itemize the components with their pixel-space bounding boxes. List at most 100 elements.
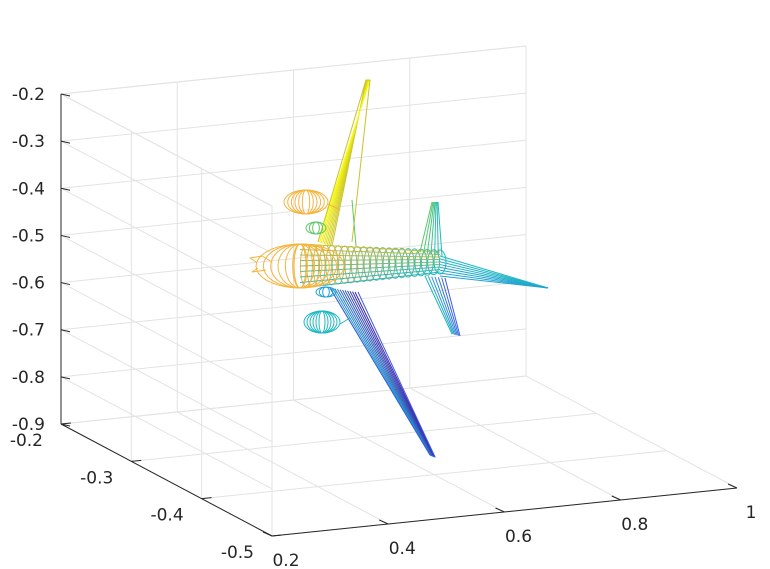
upper-stabilizer-wire bbox=[419, 201, 433, 253]
z-tick-mark bbox=[60, 140, 71, 144]
fuselage-nose bbox=[292, 243, 308, 289]
y-tick-mark bbox=[60, 422, 72, 425]
lower-wing-wire bbox=[349, 290, 435, 457]
grid-lines bbox=[60, 45, 738, 537]
engine-lower-pylon bbox=[339, 317, 351, 325]
engine-upper-pylon bbox=[327, 203, 341, 211]
z-tick-label: -0.5 bbox=[12, 226, 45, 246]
x-tick-label: 0.6 bbox=[505, 527, 532, 547]
y-tick-mark bbox=[271, 534, 283, 537]
axes bbox=[60, 93, 738, 537]
box-edge-top-left bbox=[60, 93, 273, 207]
upper-stabilizer-wire bbox=[436, 201, 439, 256]
nose-probe bbox=[251, 267, 267, 273]
x-tick-label: 1 bbox=[746, 503, 757, 523]
engine-upper bbox=[294, 189, 318, 215]
upper-stabilizer-wire bbox=[434, 201, 437, 255]
fuselage-stringer bbox=[299, 271, 441, 289]
grid-line-x-floor bbox=[409, 387, 621, 501]
z-tick-mark bbox=[60, 234, 71, 238]
z-tick-mark bbox=[60, 376, 71, 380]
x-tick-mark bbox=[611, 495, 621, 501]
z-tick-label: -0.8 bbox=[12, 368, 45, 388]
z-tick-mark bbox=[60, 423, 71, 427]
fuselage-stringer bbox=[299, 243, 441, 253]
y-tick-label: -0.3 bbox=[80, 468, 113, 488]
fuselage-stringer bbox=[299, 269, 441, 283]
engine-inner-lower bbox=[315, 286, 337, 298]
lower-stabilizer-wire bbox=[427, 276, 454, 335]
lower-stabilizer-wire bbox=[441, 277, 460, 336]
x-tick-mark bbox=[727, 483, 738, 489]
grid-line-z-left bbox=[60, 187, 273, 301]
engine-lower bbox=[309, 310, 335, 334]
lower-wing-outline bbox=[329, 287, 436, 458]
lower-wing-wire bbox=[347, 290, 434, 457]
x-tick-label: 0.2 bbox=[272, 551, 299, 569]
upper-stabilizer-wire bbox=[430, 201, 436, 255]
engine-inner-upper bbox=[312, 221, 320, 235]
y-tick-label: -0.5 bbox=[221, 543, 254, 563]
fuselage-nose bbox=[270, 243, 330, 289]
lower-stabilizer-wire bbox=[444, 277, 461, 337]
grid-line-z-left bbox=[60, 329, 273, 443]
upper-stabilizer-wire bbox=[437, 201, 443, 257]
engine-upper bbox=[301, 189, 311, 215]
z-tick-label: -0.9 bbox=[12, 415, 45, 435]
z-tick-mark bbox=[60, 329, 71, 333]
x-tick-mark bbox=[262, 531, 273, 537]
grid-line-z-left bbox=[60, 234, 273, 348]
z-tick-mark bbox=[60, 93, 71, 97]
fuselage-stringer bbox=[299, 266, 441, 278]
engine-lower bbox=[303, 310, 341, 334]
upper-stabilizer-wire bbox=[423, 201, 434, 253]
x-tick-mark bbox=[495, 507, 505, 513]
lower-wing-wire bbox=[332, 288, 431, 456]
lower-wing-wire bbox=[334, 288, 432, 456]
airplane-mesh bbox=[249, 79, 549, 458]
y-tick-mark bbox=[201, 497, 212, 500]
engine-lower bbox=[318, 310, 326, 334]
z-tick-label: -0.2 bbox=[12, 85, 45, 105]
fuselage-nose bbox=[262, 243, 338, 289]
grid-line-x-floor bbox=[525, 375, 738, 489]
engine-lower bbox=[306, 310, 338, 334]
grid-line-z-left bbox=[60, 140, 273, 254]
tick-labels: 0.2 0.4 0.6 0.8 1 -0.2 -0.3 -0.4 -0.5 -0.2 -0.3 -0.… bbox=[10, 85, 757, 569]
x-tick-label: 0.4 bbox=[389, 539, 416, 559]
lower-wing-wire bbox=[342, 289, 433, 457]
engine-upper bbox=[298, 189, 314, 215]
z-tick-label: -0.3 bbox=[12, 132, 45, 152]
z-tick-mark bbox=[60, 187, 71, 191]
lower-stabilizer-wire bbox=[437, 277, 458, 336]
engine-upper bbox=[290, 189, 322, 215]
fuselage-nose bbox=[255, 243, 345, 289]
grid-line-z-left bbox=[60, 376, 273, 490]
box-edge-top-back bbox=[60, 45, 527, 95]
z-tick-label: -0.6 bbox=[12, 274, 45, 294]
engine-lower bbox=[312, 310, 332, 334]
upper-wing-wire bbox=[317, 79, 371, 243]
lower-wing-wire bbox=[339, 289, 433, 457]
grid-line-x-floor bbox=[293, 399, 505, 513]
grid-line-y-floor bbox=[60, 375, 527, 425]
grid-line-y-floor bbox=[131, 412, 597, 462]
lower-wing-wire bbox=[352, 291, 435, 458]
lower-wing-wire bbox=[337, 288, 432, 456]
upper-wing-root bbox=[351, 199, 357, 247]
upper-stabilizer-wire bbox=[426, 201, 435, 254]
lower-stabilizer-wire bbox=[424, 275, 453, 335]
lower-wing-wire bbox=[344, 290, 434, 457]
lower-stabilizer-wire bbox=[431, 276, 456, 335]
y-tick-mark bbox=[131, 459, 142, 462]
grid-line-x-floor bbox=[177, 411, 389, 525]
engine-inner-upper bbox=[308, 221, 324, 235]
engine-inner-lower bbox=[322, 286, 330, 298]
fuselage-stringer bbox=[299, 259, 441, 261]
fuselage-nose bbox=[277, 243, 323, 289]
z-tick-label: -0.4 bbox=[12, 179, 45, 199]
engine-upper bbox=[283, 189, 329, 215]
grid-line-y-floor bbox=[201, 450, 667, 500]
grid-line-z-left bbox=[60, 282, 273, 396]
